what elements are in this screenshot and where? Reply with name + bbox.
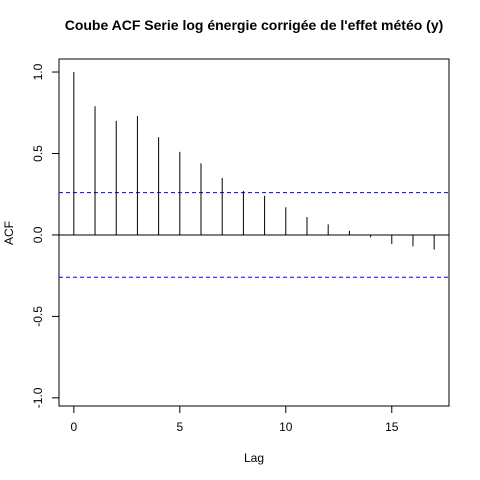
x-tick-label: 10: [279, 420, 293, 434]
x-tick-label: 0: [70, 420, 77, 434]
x-axis-label: Lag: [244, 451, 264, 465]
x-axis: 0 5 10 15: [70, 406, 399, 434]
plot-frame: [58, 58, 450, 407]
plot-layer: [59, 72, 449, 278]
y-tick-label: -1.0: [31, 387, 45, 408]
y-axis-label: ACF: [2, 221, 16, 245]
y-axis: -1.0 -0.5 0.0 0.5 1.0: [31, 63, 59, 408]
y-tick-label: -0.5: [31, 306, 45, 327]
y-tick-label: 0.5: [31, 145, 45, 162]
x-tick-label: 5: [176, 420, 183, 434]
y-tick-label: 1.0: [31, 63, 45, 80]
y-tick-label: 0.0: [31, 226, 45, 243]
chart-title: Coube ACF Serie log énergie corrigée de …: [65, 17, 444, 33]
x-tick-label: 15: [385, 420, 399, 434]
